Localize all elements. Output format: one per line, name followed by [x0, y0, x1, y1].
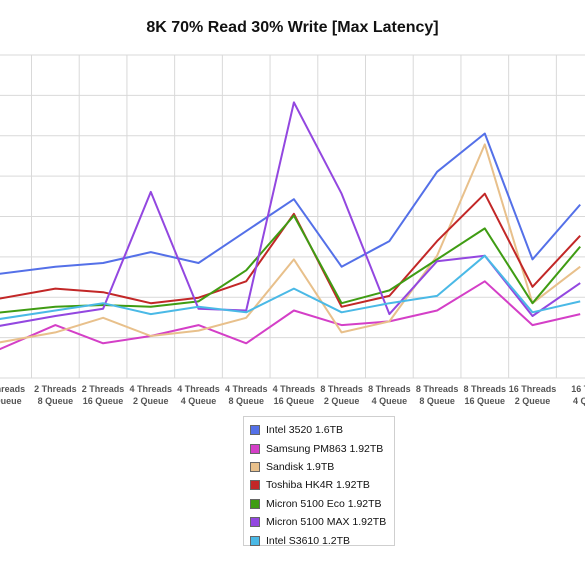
legend-swatch: [250, 443, 260, 454]
series-line-4: [0, 214, 581, 314]
series-line-2: [0, 143, 581, 344]
legend-label: Sandisk 1.9TB: [266, 460, 335, 473]
x-tick-label: 4 Threads 16 Queue: [272, 384, 316, 406]
legend-label: Samsung PM863 1.92TB: [266, 442, 384, 455]
legend-label: Micron 5100 Eco 1.92TB: [266, 497, 382, 510]
legend-swatch: [250, 535, 260, 546]
x-tick-label: 8 Threads 4 Queue: [368, 384, 411, 406]
legend-label: Micron 5100 MAX 1.92TB: [266, 516, 387, 529]
x-tick-label: 4 Threads 2 Queue: [129, 384, 173, 406]
legend-swatch: [250, 498, 260, 509]
series-line-1: [0, 280, 581, 351]
x-tick-label: 4 Threads 4 Queue: [177, 384, 220, 406]
series-line-5: [0, 101, 581, 327]
chart-title: 8K 70% Read 30% Write [Max Latency]: [146, 19, 439, 36]
series-layer: [0, 101, 581, 351]
x-tick-label: 16 T4 Q: [571, 384, 585, 406]
legend-swatch: [250, 517, 260, 528]
legend-label: Intel 3520 1.6TB: [266, 424, 344, 437]
legend-swatch: [250, 461, 260, 472]
x-tick-label: 8 Threads 8 Queue: [415, 384, 459, 406]
series-line-6: [0, 254, 581, 320]
series-line-0: [0, 132, 581, 275]
x-tick-label: ThreadsQueue: [0, 384, 26, 406]
x-tick-label: 4 Threads 8 Queue: [224, 384, 268, 406]
legend-label: Toshiba HK4R 1.92TB: [266, 479, 370, 492]
legend-item: Micron 5100 MAX 1.92TB: [250, 513, 394, 531]
series-line-3: [0, 192, 581, 308]
legend-label: Intel S3610 1.2TB: [266, 534, 351, 547]
legend-item: Toshiba HK4R 1.92TB: [250, 476, 394, 494]
legend-item: Intel 3520 1.6TB: [250, 421, 394, 439]
legend-item: Samsung PM863 1.92TB: [250, 439, 394, 457]
legend-item: Sandisk 1.9TB: [250, 458, 394, 476]
x-tick-label: 2 Threads 16 Queue: [81, 384, 125, 406]
legend-swatch: [250, 480, 260, 491]
legend-item: Intel S3610 1.2TB: [250, 531, 394, 549]
x-tick-label: 16 Threads 2 Queue: [508, 384, 557, 406]
x-tick-label: 2 Threads 8 Queue: [34, 384, 77, 406]
legend-item: Micron 5100 Eco 1.92TB: [250, 495, 394, 513]
legend: Intel 3520 1.6TB Samsung PM863 1.92TB Sand…: [243, 416, 395, 549]
legend-swatch: [250, 425, 260, 436]
x-tick-label: 8 Threads 16 Queue: [463, 384, 507, 406]
x-tick-label: 8 Threads 2 Queue: [320, 384, 363, 406]
